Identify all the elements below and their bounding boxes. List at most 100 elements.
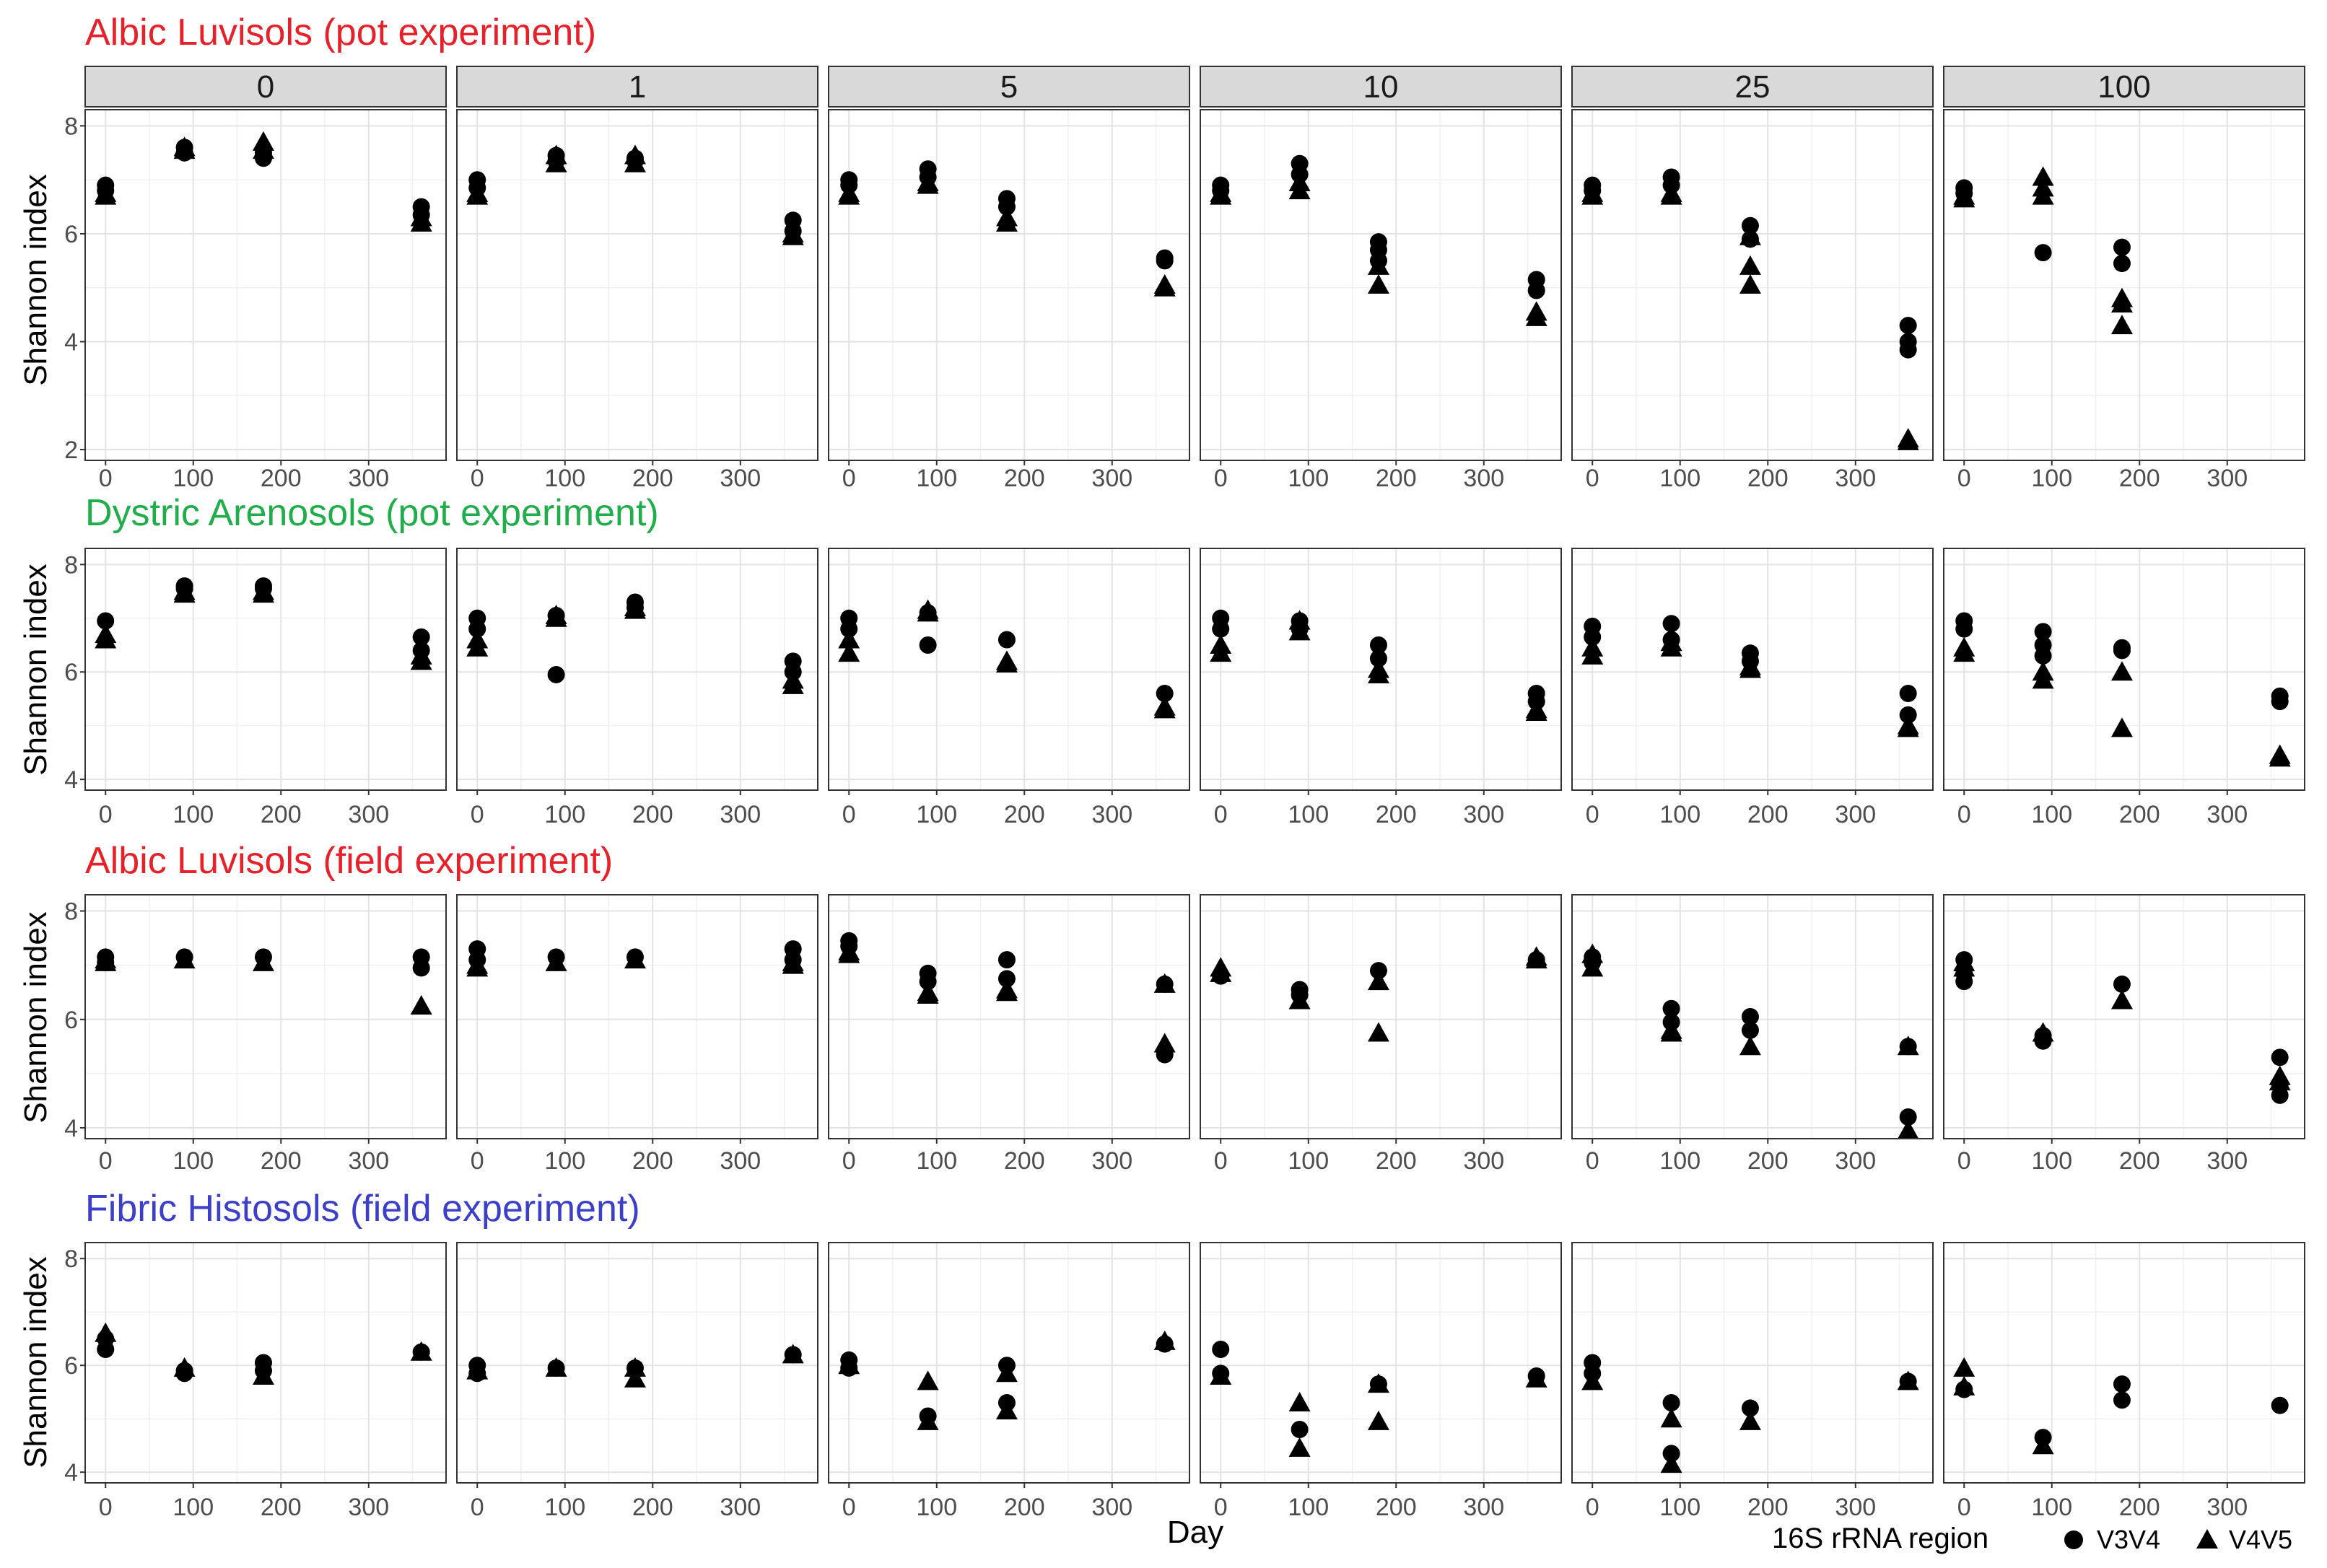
point-v3v4 xyxy=(2271,1086,2289,1104)
point-v4v5 xyxy=(995,981,1018,1002)
point-v4v5 xyxy=(995,206,1018,227)
x-tick-label: 0 xyxy=(1586,1494,1599,1521)
facet-strip-label: 100 xyxy=(2097,69,2150,105)
point-v3v4 xyxy=(1212,1341,1230,1358)
point-v4v5 xyxy=(2032,1435,2054,1455)
point-v4v5 xyxy=(2032,669,2054,689)
point-v4v5 xyxy=(1288,171,1311,191)
point-v3v4 xyxy=(1212,620,1230,638)
y-tick-label: 6 xyxy=(64,1007,78,1034)
panel-background xyxy=(1200,1243,1561,1483)
point-v3v4 xyxy=(997,631,1016,649)
x-tick-label: 0 xyxy=(842,465,856,492)
x-tick-label: 0 xyxy=(1586,801,1599,828)
point-v4v5 xyxy=(1288,621,1311,641)
panel-background xyxy=(1944,895,2305,1139)
point-v4v5 xyxy=(545,144,567,165)
x-tick-label: 0 xyxy=(1214,465,1228,492)
point-v4v5 xyxy=(410,644,432,665)
x-tick-label: 100 xyxy=(1288,1494,1329,1521)
x-tick-label: 300 xyxy=(720,1147,761,1175)
point-v4v5 xyxy=(252,139,274,159)
point-v4v5 xyxy=(917,981,939,1002)
x-tick-label: 0 xyxy=(1214,801,1228,828)
panel-border xyxy=(456,1242,818,1484)
panel-border xyxy=(1943,109,2305,461)
point-v3v4 xyxy=(1662,999,1680,1017)
x-tick-label: 200 xyxy=(632,1147,673,1175)
point-v4v5 xyxy=(838,182,860,202)
y-tick-label: 8 xyxy=(64,898,78,926)
point-v4v5 xyxy=(1660,631,1682,652)
point-v4v5 xyxy=(173,583,196,603)
point-v4v5 xyxy=(1581,957,1604,977)
point-v4v5 xyxy=(410,1341,432,1361)
point-v4v5 xyxy=(1581,1370,1604,1390)
point-v4v5 xyxy=(2269,1065,2291,1085)
x-tick-label: 200 xyxy=(1004,1494,1045,1521)
point-v4v5 xyxy=(624,1357,646,1377)
point-v4v5 xyxy=(1953,1357,1975,1377)
panel-border xyxy=(84,894,447,1139)
panel-border xyxy=(828,1242,1190,1484)
point-v4v5 xyxy=(410,206,432,227)
point-v4v5 xyxy=(1153,1033,1176,1053)
point-v4v5 xyxy=(838,628,860,649)
x-tick-label: 100 xyxy=(544,801,585,828)
y-tick-label: 4 xyxy=(64,1459,78,1486)
point-v4v5 xyxy=(1739,1035,1761,1056)
x-tick-label: 300 xyxy=(2206,1147,2248,1175)
point-v4v5 xyxy=(1525,698,1547,719)
point-v4v5 xyxy=(466,182,489,202)
x-tick-label: 300 xyxy=(1091,801,1132,828)
point-v4v5 xyxy=(1953,636,1975,657)
x-tick-label: 300 xyxy=(1091,465,1132,492)
point-v4v5 xyxy=(1525,301,1547,321)
panel-10: 100 100 200 300 xyxy=(1200,66,1562,492)
panel-border xyxy=(828,109,1190,461)
point-v4v5 xyxy=(1367,1373,1389,1393)
x-tick-label: 200 xyxy=(632,801,673,828)
panel-25: 25 0 100 200 300 xyxy=(1571,66,1934,492)
x-tick-label: 0 xyxy=(471,1494,484,1521)
panel-border xyxy=(1943,894,2305,1139)
panel-background xyxy=(829,110,1189,460)
point-v4v5 xyxy=(2110,989,2133,1009)
y-tick-label: 8 xyxy=(64,551,78,579)
x-tick-label: 200 xyxy=(1004,801,1045,828)
point-v4v5 xyxy=(1288,610,1311,630)
point-v4v5 xyxy=(1660,1022,1682,1042)
y-tick-label: 6 xyxy=(64,659,78,686)
point-v3v4 xyxy=(97,612,115,630)
panel-100: 0 100 200 300 xyxy=(1943,894,2305,1175)
x-tick-label: 200 xyxy=(2119,1147,2160,1175)
point-v3v4 xyxy=(1662,615,1680,633)
facet-strip xyxy=(84,66,447,108)
x-tick-label: 200 xyxy=(261,465,302,492)
panel-border xyxy=(1200,548,1562,791)
point-v3v4 xyxy=(997,951,1016,969)
panel-5: 0 100 200 300 xyxy=(828,548,1190,828)
point-v4v5 xyxy=(252,583,274,603)
point-v4v5 xyxy=(995,1400,1018,1420)
x-tick-label: 100 xyxy=(1288,465,1329,492)
facet-strip-label: 0 xyxy=(257,69,274,105)
point-v4v5 xyxy=(1210,182,1232,202)
panel-1: 1 0 100 200 300 xyxy=(456,66,818,492)
point-v4v5 xyxy=(466,628,489,649)
x-tick-label: 100 xyxy=(1288,801,1329,828)
panel-border xyxy=(1571,548,1934,791)
x-tick-label: 200 xyxy=(1376,801,1417,828)
x-tick-label: 0 xyxy=(99,1147,113,1175)
y-tick-label: 2 xyxy=(64,437,78,464)
point-v4v5 xyxy=(782,222,804,242)
x-tick-label: 200 xyxy=(2119,1494,2160,1521)
panel-border xyxy=(1571,109,1934,461)
x-tick-label: 300 xyxy=(2206,801,2248,828)
panel-10: 0 100 200 300 xyxy=(1200,1242,1562,1521)
point-v4v5 xyxy=(1897,1035,1919,1056)
point-v4v5 xyxy=(1153,973,1176,993)
panel-border xyxy=(456,894,818,1139)
panel-border xyxy=(1571,894,1934,1139)
